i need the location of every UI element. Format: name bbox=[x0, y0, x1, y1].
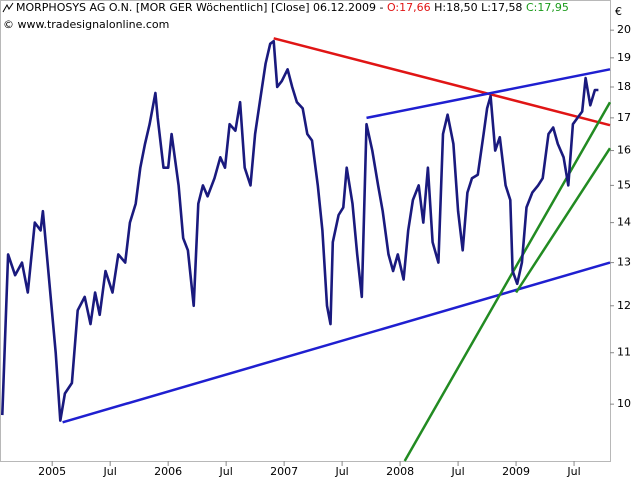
price-line bbox=[1, 39, 599, 422]
y-tick-label: 11 bbox=[617, 346, 631, 359]
close-label: C:17,95 bbox=[526, 1, 569, 14]
x-tick-label: 2008 bbox=[386, 465, 414, 478]
x-tick-label: 2009 bbox=[502, 465, 530, 478]
y-tick-label: 18 bbox=[617, 80, 631, 93]
low-label: L:17,58 bbox=[481, 1, 522, 14]
open-label: O:17,66 bbox=[387, 1, 431, 14]
x-tick-label: Jul bbox=[450, 465, 464, 478]
chart-title: MORPHOSYS AG O.N. [MOR GER Wöchentlich] … bbox=[16, 1, 383, 14]
chart-header: MORPHOSYS AG O.N. [MOR GER Wöchentlich] … bbox=[16, 1, 569, 14]
y-tick-label: 13 bbox=[617, 256, 631, 269]
trend-line bbox=[515, 147, 612, 294]
x-tick-label: 2007 bbox=[270, 465, 298, 478]
currency-label: € bbox=[615, 5, 622, 18]
trend-line bbox=[366, 68, 611, 120]
trend-line bbox=[403, 101, 612, 462]
x-tick-label: Jul bbox=[103, 465, 117, 478]
y-tick-label: 19 bbox=[617, 51, 631, 64]
x-tick-label: Jul bbox=[566, 465, 580, 478]
chart-icon bbox=[2, 2, 14, 13]
y-tick-label: 16 bbox=[617, 144, 631, 157]
x-tick-label: 2006 bbox=[154, 465, 182, 478]
trend-line bbox=[273, 37, 611, 127]
y-tick-label: 12 bbox=[617, 299, 631, 312]
x-tick-label: Jul bbox=[334, 465, 348, 478]
y-tick-label: 15 bbox=[617, 178, 631, 191]
y-tick-label: 17 bbox=[617, 111, 631, 124]
high-label: H:18,50 bbox=[434, 1, 477, 14]
y-tick-label: 20 bbox=[617, 23, 631, 36]
copyright: © www.tradesignalonline.com bbox=[3, 18, 169, 31]
x-tick-label: 2005 bbox=[38, 465, 66, 478]
plot-frame bbox=[0, 0, 611, 462]
x-tick-label: Jul bbox=[219, 465, 233, 478]
y-tick-label: 10 bbox=[617, 397, 631, 410]
y-tick-label: 14 bbox=[617, 216, 631, 229]
